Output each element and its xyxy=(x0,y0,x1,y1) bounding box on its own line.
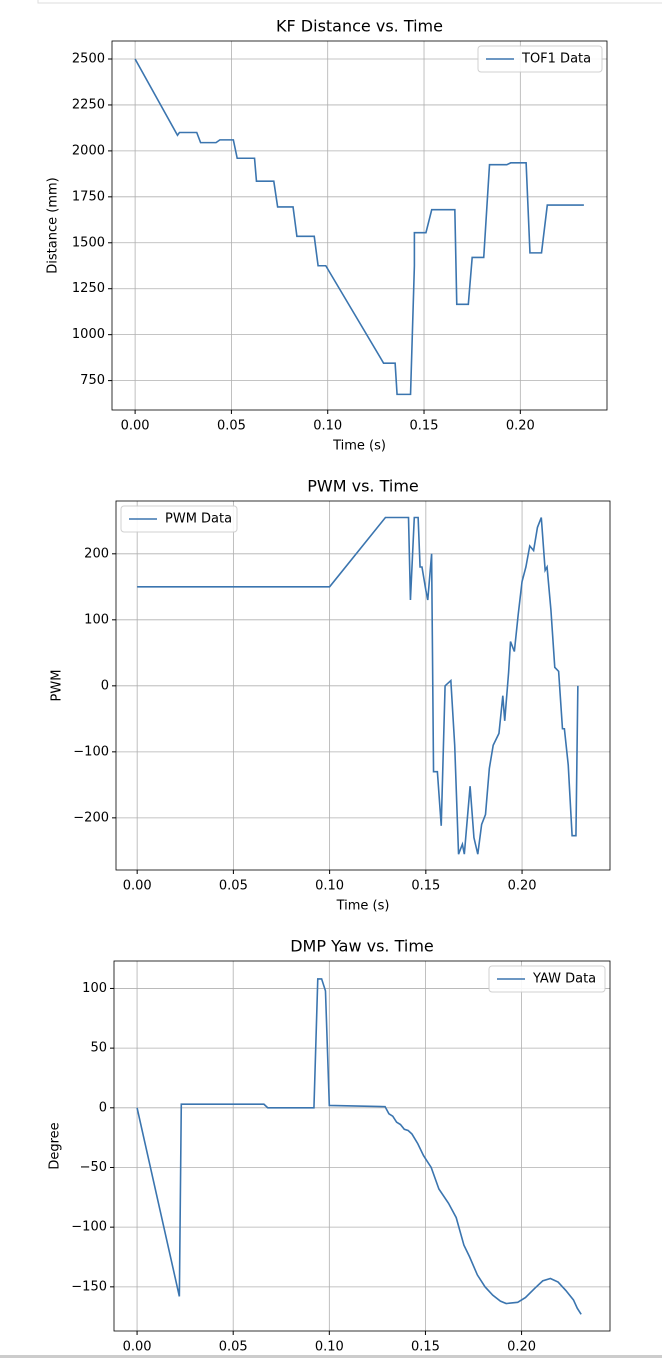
x-axis-label: Time (s) xyxy=(336,899,390,914)
line xyxy=(134,58,584,396)
y-tick-label: 100 xyxy=(82,981,107,996)
x-tick-label: 0.20 xyxy=(507,1340,536,1355)
x-tick-label: 0.00 xyxy=(123,879,152,894)
y-tick-label: 100 xyxy=(84,612,109,627)
legend-label: YAW Data xyxy=(532,972,596,987)
y-tick-label: 2250 xyxy=(72,97,105,112)
y-tick-label: −50 xyxy=(80,1160,107,1175)
chart-title: KF Distance vs. Time xyxy=(276,17,443,36)
x-tick-label: 0.10 xyxy=(315,879,344,894)
legend-label: PWM Data xyxy=(165,512,232,527)
y-tick-label: −100 xyxy=(73,744,109,759)
x-tick-label: 0.20 xyxy=(508,879,537,894)
x-tick-label: 0.05 xyxy=(219,879,248,894)
x-tick-label: 0.05 xyxy=(219,1340,248,1355)
y-tick-label: 2500 xyxy=(72,52,105,67)
y-axis-label: PWM xyxy=(50,670,65,702)
line xyxy=(136,978,582,1315)
y-tick-label: 1500 xyxy=(72,235,105,250)
x-tick-label: 0.15 xyxy=(410,419,439,434)
frame-edge xyxy=(37,0,662,4)
line xyxy=(137,516,579,855)
legend-box xyxy=(488,965,606,993)
x-tick-label: 0.10 xyxy=(315,1340,344,1355)
x-tick-label: 0.15 xyxy=(411,1340,440,1355)
x-tick-label: 0.15 xyxy=(411,879,440,894)
legend-label: TOF1 Data xyxy=(521,52,591,67)
y-tick-label: 50 xyxy=(90,1041,107,1056)
y-tick-label: 1250 xyxy=(72,281,105,296)
x-tick-label: 0.20 xyxy=(506,419,535,434)
y-tick-label: −150 xyxy=(71,1279,107,1294)
chart-title: DMP Yaw vs. Time xyxy=(290,937,434,956)
y-tick-label: 1750 xyxy=(72,189,105,204)
bottom-bar xyxy=(0,1355,662,1358)
y-tick-label: −200 xyxy=(73,810,109,825)
y-tick-label: 750 xyxy=(80,373,105,388)
y-axis-label: Distance (mm) xyxy=(46,177,61,273)
y-tick-label: 2000 xyxy=(72,143,105,158)
x-tick-label: 0.00 xyxy=(123,1340,152,1355)
chart-title: PWM vs. Time xyxy=(307,477,419,496)
y-tick-label: −100 xyxy=(71,1220,107,1235)
y-tick-label: 0 xyxy=(101,678,109,693)
legend-box xyxy=(477,45,603,73)
x-tick-label: 0.05 xyxy=(217,419,246,434)
y-tick-label: 1000 xyxy=(72,327,105,342)
y-axis-label: Degree xyxy=(48,1122,63,1169)
x-axis-label: Time (s) xyxy=(332,439,386,454)
axes-frame xyxy=(111,40,608,411)
axes-frame xyxy=(115,500,611,871)
x-tick-label: 0.00 xyxy=(121,419,150,434)
x-tick-label: 0.10 xyxy=(313,419,342,434)
axes-frame xyxy=(113,960,611,1332)
y-tick-label: 0 xyxy=(99,1100,107,1115)
y-tick-label: 200 xyxy=(84,546,109,561)
legend-box xyxy=(120,505,238,533)
